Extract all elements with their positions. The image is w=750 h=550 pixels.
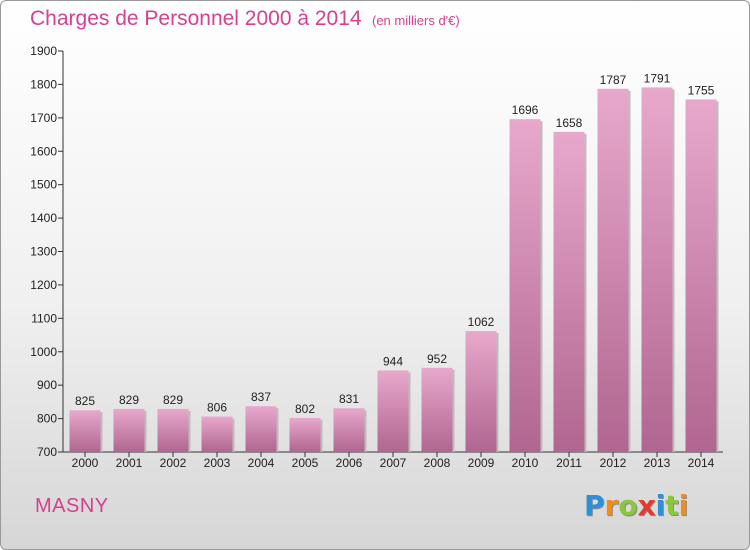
x-tick-label: 2010	[512, 456, 539, 470]
y-tick-label: 1900	[30, 44, 57, 58]
data-label: 1787	[600, 73, 627, 87]
bar	[597, 88, 629, 452]
data-label: 802	[295, 402, 315, 416]
y-tick-label: 700	[37, 445, 57, 459]
y-tick-label: 1000	[30, 345, 57, 359]
x-tick-label: 2012	[600, 456, 627, 470]
y-tick-label: 800	[37, 412, 57, 426]
data-label: 1791	[644, 71, 671, 85]
x-tick-label: 2003	[204, 456, 231, 470]
y-tick-label: 1700	[30, 111, 57, 125]
data-label: 829	[119, 393, 139, 407]
bar	[289, 417, 321, 452]
x-tick-label: 2005	[292, 456, 319, 470]
proxiti-logo: Proxiti	[584, 489, 689, 522]
data-label: 1062	[468, 315, 495, 329]
x-tick-label: 2004	[248, 456, 275, 470]
bar	[553, 131, 585, 452]
bar	[69, 410, 101, 452]
data-label: 944	[383, 354, 403, 368]
data-label: 837	[251, 390, 271, 404]
chart-title: Charges de Personnel 2000 à 2014	[30, 7, 362, 30]
x-tick-label: 2000	[72, 456, 99, 470]
y-tick-label: 1800	[30, 77, 57, 91]
y-tick-label: 1400	[30, 211, 57, 225]
y-tick-label: 1600	[30, 144, 57, 158]
x-tick-label: 2008	[424, 456, 451, 470]
data-label: 1696	[512, 103, 539, 117]
x-tick-label: 2009	[468, 456, 495, 470]
bar	[509, 119, 541, 453]
y-tick-label: 1500	[30, 178, 57, 192]
y-tick-label: 1100	[31, 311, 57, 325]
bar	[377, 370, 409, 452]
x-tick-label: 2001	[116, 456, 143, 470]
bar	[113, 408, 145, 452]
x-tick-label: 2006	[336, 456, 363, 470]
bar	[685, 99, 717, 453]
bar	[421, 367, 453, 452]
data-label: 825	[75, 394, 95, 408]
x-tick-label: 2014	[688, 456, 715, 470]
y-tick-label: 900	[37, 378, 57, 392]
y-tick-label: 1200	[30, 278, 57, 292]
y-tick-label: 1300	[30, 245, 57, 259]
data-label: 1658	[556, 116, 583, 130]
place-name: MASNY	[35, 495, 109, 517]
bar	[245, 406, 277, 452]
x-tick-label: 2011	[556, 456, 582, 470]
bar	[333, 408, 365, 452]
bar	[201, 416, 233, 452]
x-tick-label: 2002	[160, 456, 187, 470]
data-label: 829	[163, 393, 183, 407]
data-label: 1755	[688, 83, 715, 97]
data-label: 952	[427, 352, 447, 366]
x-tick-label: 2013	[644, 456, 671, 470]
data-label: 831	[339, 392, 359, 406]
bar	[641, 87, 673, 452]
bar	[465, 331, 497, 452]
x-tick-label: 2007	[380, 456, 407, 470]
bar	[157, 408, 189, 452]
data-labels: 825 829 829 806 837 802 831 944 952 1062 1696 1658 1…	[75, 71, 715, 415]
data-label: 806	[207, 401, 227, 415]
bars	[69, 87, 719, 453]
chart-subtitle: (en milliers d'€)	[372, 13, 460, 28]
